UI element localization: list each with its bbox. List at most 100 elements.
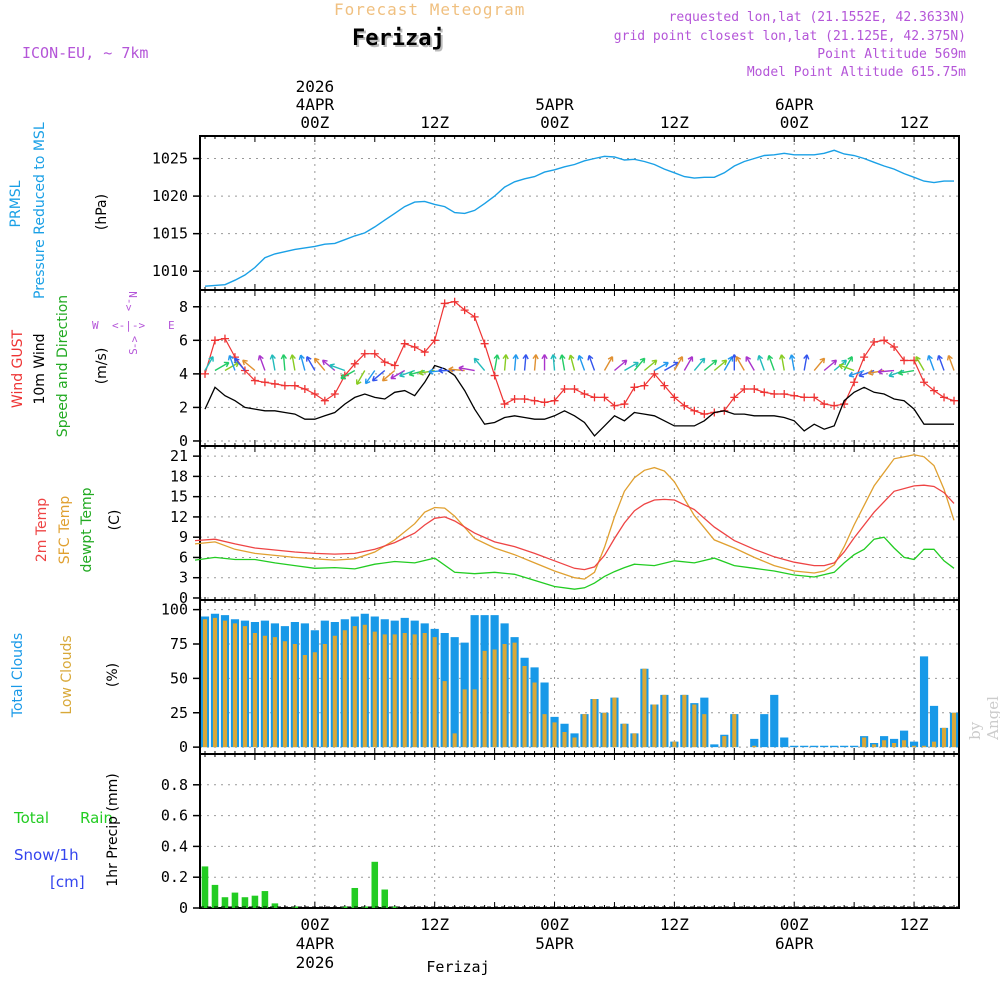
low-cloud-bar bbox=[372, 631, 377, 748]
low-cloud-bar bbox=[602, 712, 607, 748]
gust-marker bbox=[910, 356, 919, 365]
y-tick-label: 0 bbox=[179, 432, 188, 450]
footer-station: Ferizaj bbox=[426, 958, 489, 976]
low-cloud-bar bbox=[652, 704, 657, 748]
y-tick-label: 0 bbox=[179, 899, 188, 917]
time-label-bottom: 00Z bbox=[780, 915, 809, 934]
time-label-top: 12Z bbox=[900, 113, 929, 132]
time-label-bottom: 2026 bbox=[296, 953, 335, 972]
y-tick-label: 0.6 bbox=[161, 807, 188, 825]
low-cloud-bar bbox=[322, 644, 327, 748]
wind-arrow bbox=[289, 354, 296, 371]
y-tick-label: 4 bbox=[179, 365, 188, 383]
wind-arrow bbox=[227, 354, 236, 371]
low-cloud-bar bbox=[872, 744, 877, 748]
low-cloud-bar bbox=[502, 644, 507, 748]
low-cloud-bar bbox=[262, 635, 267, 748]
gust-marker bbox=[550, 396, 559, 405]
low-cloud-bar bbox=[352, 626, 357, 748]
low-cloud-bar bbox=[642, 668, 647, 748]
time-label-top: 12Z bbox=[420, 113, 449, 132]
gust-marker bbox=[620, 400, 629, 409]
y-tick-label: 25 bbox=[170, 704, 188, 722]
time-label-bottom: 5APR bbox=[535, 934, 574, 953]
gust-marker bbox=[590, 393, 599, 402]
wind-arrow bbox=[550, 354, 557, 371]
low-cloud-bar bbox=[892, 743, 897, 748]
rain-bar bbox=[221, 897, 229, 908]
wind-arrow bbox=[713, 359, 728, 372]
total-cloud-bar bbox=[919, 656, 929, 748]
wind-arrow bbox=[257, 354, 266, 371]
wind-arrow bbox=[458, 365, 475, 372]
gust-marker bbox=[420, 348, 429, 357]
low-cloud-bar bbox=[312, 652, 317, 748]
low-cloud-bar bbox=[432, 637, 437, 748]
wind-arrow bbox=[502, 354, 509, 371]
gust-marker bbox=[630, 383, 639, 392]
wind-line bbox=[204, 364, 954, 437]
gust-marker bbox=[940, 393, 949, 402]
gust-marker bbox=[730, 393, 739, 402]
total-cloud-bar bbox=[899, 730, 909, 748]
low-cloud-bar bbox=[532, 682, 537, 748]
y-tick-label: 6 bbox=[179, 331, 188, 349]
wind-arrow bbox=[767, 354, 775, 371]
wind-arrow bbox=[779, 354, 786, 371]
low-cloud-bar bbox=[202, 619, 208, 748]
time-label-bottom: 00Z bbox=[300, 915, 329, 934]
time-label-bottom: 00Z bbox=[540, 915, 569, 934]
panel-frame bbox=[199, 753, 960, 909]
wind-arrow bbox=[381, 369, 396, 382]
low-cloud-bar bbox=[472, 689, 477, 748]
gust-line bbox=[204, 301, 955, 415]
total-cloud-bar bbox=[810, 745, 819, 748]
low-cloud-bar bbox=[522, 666, 527, 748]
low-cloud-bar bbox=[422, 633, 427, 748]
wind-arrow bbox=[693, 357, 706, 371]
gust-marker bbox=[450, 297, 459, 306]
time-label-top: 5APR bbox=[535, 95, 574, 114]
p5-label-total: Total bbox=[14, 809, 50, 827]
low-cloud-bar bbox=[342, 630, 347, 748]
low-cloud-bar bbox=[232, 623, 238, 748]
total-cloud-bar bbox=[929, 705, 939, 748]
gust-marker bbox=[800, 393, 809, 402]
low-cloud-bar bbox=[382, 634, 387, 748]
wind-arrow bbox=[313, 357, 326, 371]
y-tick-label: 3 bbox=[179, 569, 188, 587]
rain-bar bbox=[271, 903, 279, 908]
gust-marker bbox=[300, 384, 309, 393]
gust-marker bbox=[860, 353, 869, 362]
low-cloud-bar bbox=[582, 714, 587, 748]
time-label-top: 00Z bbox=[540, 113, 569, 132]
low-cloud-bar bbox=[921, 745, 927, 748]
time-label-top: 00Z bbox=[780, 113, 809, 132]
gust-marker bbox=[690, 406, 699, 415]
low-cloud-bar bbox=[612, 697, 617, 748]
gust-marker bbox=[270, 379, 279, 388]
time-label-bottom: 4APR bbox=[296, 934, 335, 953]
wind-arrow bbox=[493, 354, 500, 371]
dewpt-line bbox=[194, 536, 955, 590]
gust-marker bbox=[400, 339, 409, 348]
low-cloud-bar bbox=[682, 694, 687, 748]
wind-arrow bbox=[532, 354, 539, 371]
gust-marker bbox=[670, 393, 679, 402]
gust-marker bbox=[210, 336, 219, 345]
total-cloud-bar bbox=[770, 694, 779, 748]
gust-marker bbox=[650, 369, 659, 378]
wind-arrow bbox=[838, 363, 855, 372]
panel-frame bbox=[199, 135, 960, 291]
low-cloud-bar bbox=[752, 745, 757, 748]
y-tick-label: 1020 bbox=[152, 187, 188, 205]
low-cloud-bar bbox=[292, 644, 297, 748]
gust-marker bbox=[540, 398, 549, 407]
gust-marker bbox=[310, 390, 319, 398]
wind-arrow bbox=[683, 356, 694, 371]
wind-arrow bbox=[823, 359, 838, 372]
station-name: Ferizaj bbox=[352, 26, 445, 51]
wind-arrow bbox=[568, 354, 576, 371]
time-label-bottom: 6APR bbox=[775, 934, 814, 953]
y-tick-label: 2 bbox=[179, 398, 188, 416]
